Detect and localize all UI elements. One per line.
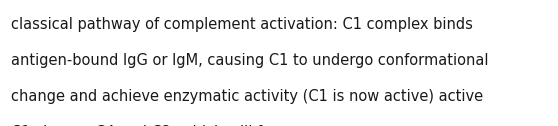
Text: C1 cleaves C4 and C2, which will form _________: C1 cleaves C4 and C2, which will form __… xyxy=(11,125,362,126)
Text: change and achieve enzymatic activity (C1 is now active) active: change and achieve enzymatic activity (C… xyxy=(11,89,483,104)
Text: antigen-bound IgG or IgM, causing C1 to undergo conformational: antigen-bound IgG or IgM, causing C1 to … xyxy=(11,53,489,68)
Text: classical pathway of complement activation: C1 complex binds: classical pathway of complement activati… xyxy=(11,17,473,32)
